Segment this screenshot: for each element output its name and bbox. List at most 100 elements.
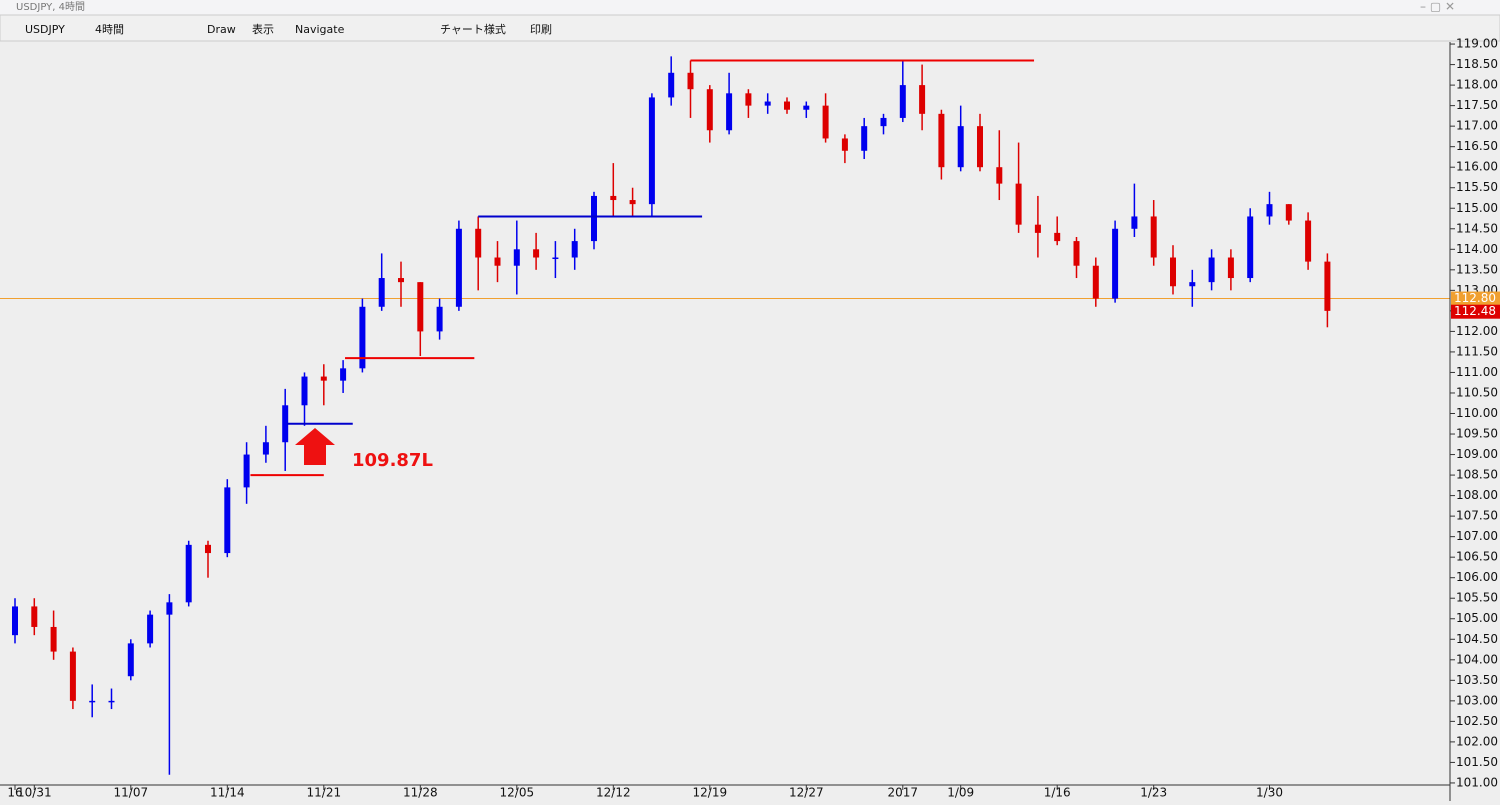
y-tick-label: 117.00 [1456, 119, 1498, 133]
x-tick-label: 12/05 [500, 786, 535, 800]
y-tick-label: 106.50 [1456, 550, 1498, 564]
candle-body [533, 249, 540, 258]
x-tick-label: 16 [7, 786, 22, 800]
candle-body [31, 606, 38, 627]
candle-body [764, 101, 771, 106]
candle-body [957, 126, 964, 168]
toolbar-button[interactable]: 4時間 [95, 23, 124, 36]
candle-body [822, 105, 829, 139]
y-tick-label: 108.50 [1456, 468, 1498, 482]
candle-body [648, 97, 655, 205]
price-label: 112.48 [1454, 304, 1496, 318]
candle-body [436, 306, 443, 332]
price-label: 112.80 [1454, 291, 1496, 305]
candle-body [610, 195, 617, 201]
y-tick-label: 112.00 [1456, 324, 1498, 338]
x-tick-label: 2017 [888, 786, 919, 800]
y-tick-label: 101.00 [1456, 775, 1498, 789]
candle-body [398, 278, 404, 283]
candle-body [996, 167, 1003, 184]
y-tick-label: 114.50 [1456, 221, 1498, 235]
y-tick-label: 106.00 [1456, 570, 1498, 584]
y-tick-label: 117.50 [1456, 98, 1498, 112]
candle-body [1054, 232, 1061, 242]
candle-body [455, 228, 462, 307]
candle-body [1112, 228, 1119, 299]
candle-body [1150, 216, 1157, 258]
candle-body [591, 195, 597, 242]
candle-body [301, 376, 308, 406]
x-tick-label: 12/12 [596, 786, 631, 800]
candle-body [513, 249, 520, 266]
y-tick-label: 115.50 [1456, 180, 1498, 194]
candle-body [166, 602, 173, 615]
candle-body [243, 454, 250, 488]
candle-body [1247, 216, 1254, 279]
candle-body [919, 85, 926, 114]
toolbar-items: USDJPY 4時間 Draw 表示 Navigate チャート様式 印刷 [25, 22, 552, 36]
annotation-text: 109.87L [352, 450, 433, 471]
candle-body [938, 113, 945, 168]
candle-body [1285, 204, 1292, 221]
y-tick-label: 102.00 [1456, 734, 1498, 748]
y-tick-label: 111.00 [1456, 365, 1498, 379]
candle-body [1170, 257, 1176, 287]
candle-body [147, 614, 154, 644]
candle-body [803, 105, 810, 110]
candle-body [12, 606, 18, 636]
y-tick-label: 103.00 [1456, 693, 1498, 707]
y-tick-label: 109.00 [1456, 447, 1498, 461]
candle-body [89, 700, 96, 703]
window-title: USDJPY, 4時間 [16, 1, 85, 13]
candle-body [108, 700, 115, 703]
candle-body [726, 93, 733, 131]
y-tick-label: 116.50 [1456, 139, 1498, 153]
x-tick-label: 1/09 [947, 786, 974, 800]
y-tick-label: 108.00 [1456, 488, 1498, 502]
y-tick-label: 110.00 [1456, 406, 1498, 420]
candle-body [899, 85, 906, 118]
candle-body [1131, 216, 1138, 229]
toolbar-button[interactable]: USDJPY [25, 23, 65, 36]
y-tick-label: 115.00 [1456, 201, 1498, 215]
candle-body [494, 257, 501, 266]
candle-body [475, 228, 482, 258]
y-tick-label: 107.50 [1456, 509, 1498, 523]
toolbar [0, 14, 1500, 42]
toolbar-button[interactable]: 表示 [252, 22, 274, 36]
y-tick-label: 104.50 [1456, 632, 1498, 646]
y-tick-label: 104.00 [1456, 652, 1498, 666]
candle-body [185, 544, 192, 603]
candle-body [1015, 183, 1022, 225]
toolbar-button[interactable]: Navigate [295, 23, 345, 36]
toolbar-button[interactable]: チャート様式 [440, 22, 506, 36]
candle-body [340, 368, 347, 381]
candle-body [205, 544, 211, 554]
price-label-box [1451, 304, 1500, 319]
x-tick-label: 12/19 [693, 786, 728, 800]
toolbar-button[interactable]: Draw [207, 23, 236, 36]
candle-body [262, 442, 269, 455]
candle-body [841, 138, 848, 151]
candle-body [571, 241, 578, 258]
price-label-box [1451, 291, 1500, 306]
plot: 109.87L [0, 56, 1450, 775]
candle-body [1073, 241, 1080, 266]
candle-body [282, 405, 289, 443]
window-buttons[interactable]: – ▢ ✕ [1420, 0, 1455, 14]
candle-body [1227, 257, 1234, 279]
y-tick-label: 101.50 [1456, 755, 1498, 769]
candle-body [417, 282, 424, 332]
x-tick-label: 12/27 [789, 786, 824, 800]
toolbar-button[interactable]: 印刷 [530, 23, 552, 36]
candle-body [977, 126, 983, 168]
annotation-arrow [295, 428, 335, 465]
candle-body [1208, 257, 1215, 283]
x-tick-label: 1/16 [1044, 786, 1071, 800]
y-tick-label: 102.50 [1456, 714, 1498, 728]
y-tick-label: 113.50 [1456, 262, 1498, 276]
candle-body [378, 278, 385, 307]
candle-body [50, 626, 57, 652]
